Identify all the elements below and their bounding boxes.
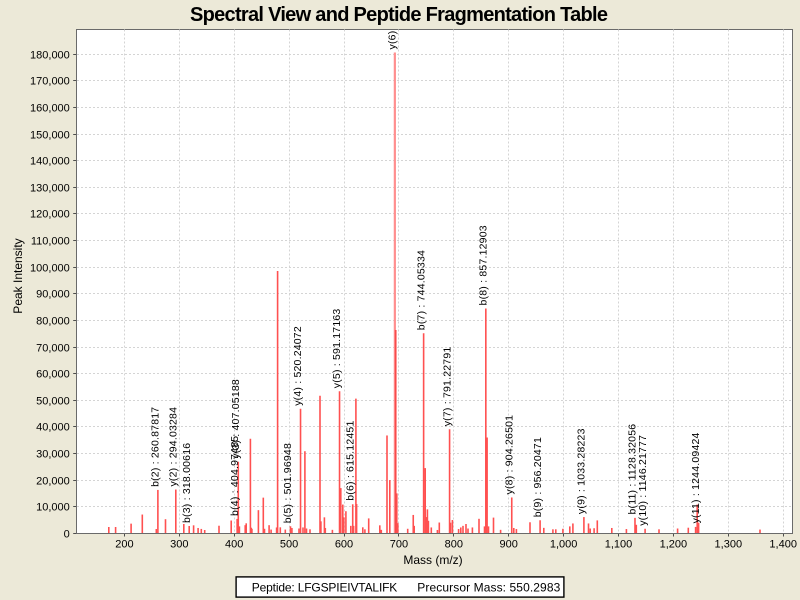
svg-text:70,000: 70,000 (36, 343, 70, 355)
svg-text:60,000: 60,000 (36, 369, 70, 381)
svg-text:200: 200 (115, 538, 133, 550)
svg-text:400: 400 (225, 538, 243, 550)
svg-text:1,100: 1,100 (605, 538, 633, 550)
svg-text:300: 300 (170, 538, 188, 550)
svg-text:b(8) : 857.12903: b(8) : 857.12903 (478, 225, 490, 305)
svg-text:b(4) : 404.97485: b(4) : 404.97485 (229, 436, 241, 516)
svg-text:y(7) : 791.22791: y(7) : 791.22791 (441, 347, 453, 427)
svg-text:150,000: 150,000 (30, 130, 70, 142)
svg-text:Spectral View and Peptide Frag: Spectral View and Peptide Fragmentation … (190, 4, 608, 26)
svg-text:160,000: 160,000 (30, 103, 70, 115)
svg-text:b(11) : 1128.32056: b(11) : 1128.32056 (627, 424, 639, 515)
svg-text:180,000: 180,000 (30, 50, 70, 62)
svg-text:900: 900 (500, 538, 518, 550)
svg-text:y(9) : 1033.28223: y(9) : 1033.28223 (576, 428, 588, 514)
svg-text:20,000: 20,000 (36, 476, 70, 488)
svg-text:b(2) : 260.87817: b(2) : 260.87817 (150, 407, 162, 487)
svg-text:y(5) : 591.17163: y(5) : 591.17163 (331, 309, 343, 389)
svg-text:90,000: 90,000 (36, 289, 70, 301)
svg-text:1,300: 1,300 (715, 538, 743, 550)
svg-text:y(11) : 1244.09424: y(11) : 1244.09424 (690, 432, 702, 523)
svg-text:130,000: 130,000 (30, 183, 70, 195)
svg-text:b(5) : 501.96948: b(5) : 501.96948 (282, 443, 294, 523)
svg-text:800: 800 (445, 538, 463, 550)
svg-text:80,000: 80,000 (36, 316, 70, 328)
svg-text:b(6) : 615.12451: b(6) : 615.12451 (344, 420, 356, 500)
svg-text:Mass (m/z): Mass (m/z) (403, 553, 462, 567)
svg-text:1,000: 1,000 (550, 538, 578, 550)
svg-text:b(7) : 744.05334: b(7) : 744.05334 (415, 250, 427, 330)
svg-text:b(3) : 318.00616: b(3) : 318.00616 (181, 443, 193, 523)
svg-text:10,000: 10,000 (36, 502, 70, 514)
svg-text:b(9) : 956.20471: b(9) : 956.20471 (532, 437, 544, 517)
svg-text:1,400: 1,400 (769, 538, 797, 550)
svg-text:y(4) : 520.24072: y(4) : 520.24072 (292, 326, 304, 406)
svg-text:100,000: 100,000 (30, 263, 70, 275)
svg-text:600: 600 (335, 538, 353, 550)
svg-text:500: 500 (280, 538, 298, 550)
svg-text:30,000: 30,000 (36, 449, 70, 461)
svg-text:y(2) : 294.03284: y(2) : 294.03284 (168, 407, 180, 487)
svg-text:120,000: 120,000 (30, 209, 70, 221)
svg-text:1,200: 1,200 (660, 538, 688, 550)
svg-text:y(6) : 691.84119: y(6) : 691.84119 (387, 0, 399, 49)
svg-text:50,000: 50,000 (36, 396, 70, 408)
svg-text:170,000: 170,000 (30, 76, 70, 88)
svg-text:y(3) : 407.05188: y(3) : 407.05188 (230, 379, 242, 459)
svg-text:Precursor Mass: 550.2983: Precursor Mass: 550.2983 (417, 580, 560, 594)
svg-text:y(10) : 1146.21777: y(10) : 1146.21777 (637, 435, 649, 526)
svg-text:140,000: 140,000 (30, 156, 70, 168)
svg-text:700: 700 (390, 538, 408, 550)
svg-text:110,000: 110,000 (31, 236, 70, 248)
svg-text:y(8) : 904.26501: y(8) : 904.26501 (503, 415, 515, 495)
svg-text:Peptide: LFGSPIEIVTALIFK: Peptide: LFGSPIEIVTALIFK (252, 580, 397, 594)
svg-text:Peak Intensity: Peak Intensity (11, 238, 25, 313)
svg-text:0: 0 (64, 529, 70, 541)
svg-text:40,000: 40,000 (36, 422, 70, 434)
